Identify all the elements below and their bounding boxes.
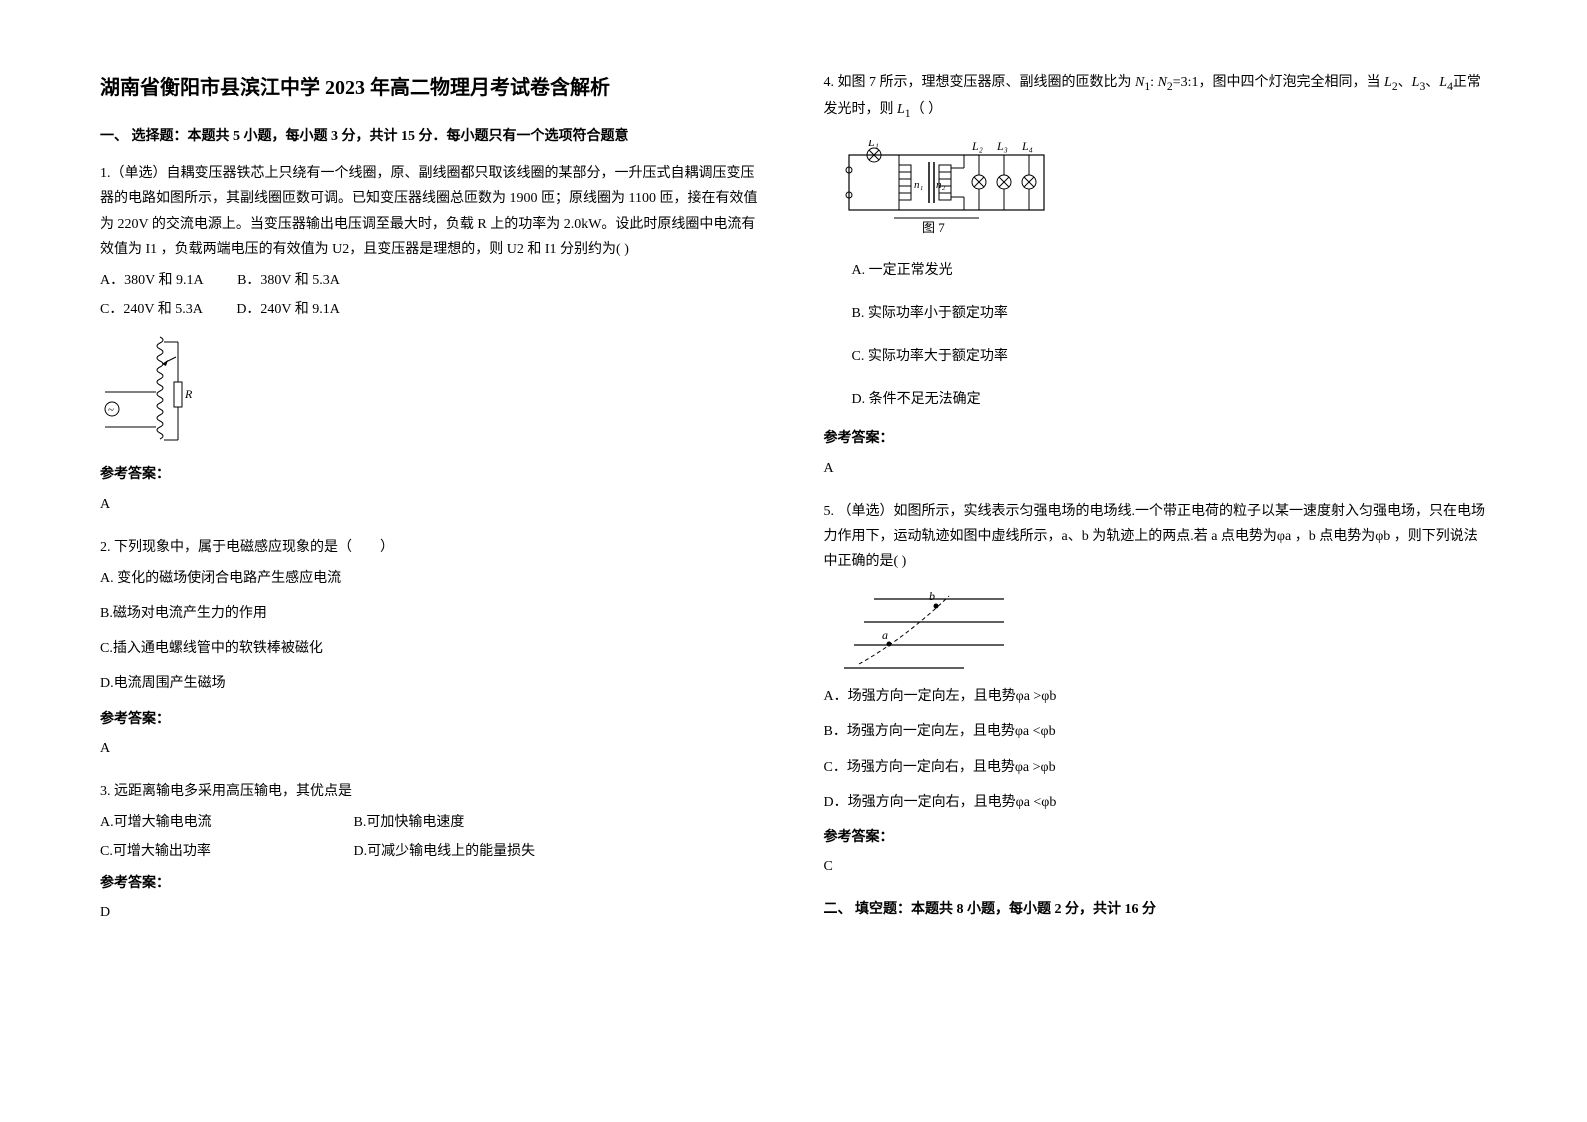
q1-optC: C．240V 和 5.3A bbox=[100, 297, 203, 322]
q4-N2: N bbox=[1158, 75, 1167, 90]
q2-optB: B.磁场对电流产生力的作用 bbox=[100, 601, 764, 626]
q2-optA: A. 变化的磁场使闭合电路产生感应电流 bbox=[100, 566, 764, 591]
fig-L3-label: L₃ bbox=[996, 140, 1008, 153]
resistor-label: R bbox=[184, 387, 193, 401]
left-column: 湖南省衡阳市县滨江中学 2023 年高二物理月考试卷含解析 一、 选择题：本题共… bbox=[100, 70, 764, 1052]
q3-optC: C.可增大输出功率 bbox=[100, 839, 320, 864]
question-4: 4. 如图 7 所示，理想变压器原、副线圈的匝数比为 N1: N2=3:1，图中… bbox=[824, 70, 1488, 491]
q4-L1: L bbox=[897, 102, 905, 117]
q4-text: 4. 如图 7 所示，理想变压器原、副线圈的匝数比为 N1: N2=3:1，图中… bbox=[824, 70, 1488, 124]
right-column: 4. 如图 7 所示，理想变压器原、副线圈的匝数比为 N1: N2=3:1，图中… bbox=[824, 70, 1488, 1052]
question-5: 5. （单选）如图所示，实线表示匀强电场的电场线.一个带正电荷的粒子以某一速度射… bbox=[824, 499, 1488, 890]
q4-optA: A. 一定正常发光 bbox=[824, 258, 1488, 283]
q1-optD: D．240V 和 9.1A bbox=[236, 297, 340, 322]
q3-optB: B.可加快输电速度 bbox=[354, 810, 465, 835]
q5-answer-label: 参考答案： bbox=[824, 825, 1488, 850]
q4-L2: L bbox=[1384, 75, 1392, 90]
q1-optA: A．380V 和 9.1A bbox=[100, 268, 204, 293]
q5-answer: C bbox=[824, 854, 1488, 879]
question-3: 3. 远距离输电多采用高压输电，其优点是 A.可增大输电电流 B.可加快输电速度… bbox=[100, 779, 764, 935]
fig-b-label: b bbox=[929, 589, 935, 603]
q4-L4: L bbox=[1439, 75, 1447, 90]
fig-L2-label: L₂ bbox=[971, 140, 983, 153]
ac-source-label: ~ bbox=[108, 404, 114, 416]
q1-text: 1.（单选）自耦变压器铁芯上只绕有一个线圈，原、副线圈都只取该线圈的某部分，一升… bbox=[100, 161, 764, 262]
q4-N1: N bbox=[1135, 75, 1144, 90]
fig-L4-label: L₄ bbox=[1021, 140, 1033, 153]
exam-title: 湖南省衡阳市县滨江中学 2023 年高二物理月考试卷含解析 bbox=[100, 70, 764, 106]
q4-answer-label: 参考答案： bbox=[824, 426, 1488, 451]
q2-answer-label: 参考答案： bbox=[100, 707, 764, 732]
q5-optD: D．场强方向一定向右，且电势φa <φb bbox=[824, 790, 1488, 815]
q4-optC: C. 实际功率大于额定功率 bbox=[824, 344, 1488, 369]
q3-row1: A.可增大输电电流 B.可加快输电速度 bbox=[100, 810, 764, 835]
q2-optC: C.插入通电螺线管中的软铁棒被磁化 bbox=[100, 636, 764, 661]
q1-options-row1: A．380V 和 9.1A B．380V 和 5.3A bbox=[100, 268, 764, 293]
question-2: 2. 下列现象中，属于电磁感应现象的是（ ） A. 变化的磁场使闭合电路产生感应… bbox=[100, 535, 764, 771]
autotransformer-icon: ~ R bbox=[100, 332, 200, 452]
q4-pre: 4. 如图 7 所示，理想变压器原、副线圈的匝数比为 bbox=[824, 75, 1136, 90]
q4-mid: =3:1，图中四个灯泡完全相同，当 bbox=[1173, 75, 1381, 90]
fig-a-label: a bbox=[882, 628, 888, 642]
fig-n2-label: n₂ bbox=[936, 179, 946, 191]
q4-sep2: 、 bbox=[1425, 75, 1439, 90]
q5-optC: C．场强方向一定向右，且电势φa >φb bbox=[824, 755, 1488, 780]
q3-text: 3. 远距离输电多采用高压输电，其优点是 bbox=[100, 779, 764, 804]
q4-colon: : bbox=[1150, 75, 1157, 90]
q1-optB: B．380V 和 5.3A bbox=[237, 268, 340, 293]
q1-figure: ~ R bbox=[100, 332, 764, 452]
q5-optB: B．场强方向一定向左，且电势φa <φb bbox=[824, 719, 1488, 744]
transformer-circuit-icon: L₁ n₁ n₂ bbox=[844, 140, 1054, 240]
q2-answer: A bbox=[100, 736, 764, 761]
field-lines-icon: a b bbox=[844, 584, 1014, 674]
q3-row2: C.可增大输出功率 D.可减少输电线上的能量损失 bbox=[100, 839, 764, 864]
q3-answer-label: 参考答案： bbox=[100, 871, 764, 896]
q4-sep1: 、 bbox=[1398, 75, 1412, 90]
q4-optD: D. 条件不足无法确定 bbox=[824, 387, 1488, 412]
question-1: 1.（单选）自耦变压器铁芯上只绕有一个线圈，原、副线圈都只取该线圈的某部分，一升… bbox=[100, 161, 764, 527]
section-1-header: 一、 选择题：本题共 5 小题，每小题 3 分，共计 15 分．每小题只有一个选… bbox=[100, 124, 764, 149]
q2-optD: D.电流周围产生磁场 bbox=[100, 671, 764, 696]
q5-optA: A．场强方向一定向左，且电势φa >φb bbox=[824, 684, 1488, 709]
q1-options-row2: C．240V 和 5.3A D．240V 和 9.1A bbox=[100, 297, 764, 322]
q3-answer: D bbox=[100, 900, 764, 925]
q3-optA: A.可增大输电电流 bbox=[100, 810, 320, 835]
q4-figure: L₁ n₁ n₂ bbox=[844, 140, 1488, 240]
q4-optB: B. 实际功率小于额定功率 bbox=[824, 301, 1488, 326]
fig7-label: 图 7 bbox=[922, 220, 945, 235]
q2-text: 2. 下列现象中，属于电磁感应现象的是（ ） bbox=[100, 535, 764, 560]
q3-optD: D.可减少输电线上的能量损失 bbox=[354, 839, 536, 864]
fig-n1-label: n₁ bbox=[914, 179, 924, 191]
section-2-header: 二、 填空题：本题共 8 小题，每小题 2 分，共计 16 分 bbox=[824, 897, 1488, 922]
q5-figure: a b bbox=[844, 584, 1488, 674]
q1-answer: A bbox=[100, 492, 764, 517]
q1-answer-label: 参考答案： bbox=[100, 462, 764, 487]
fig-L1-label: L₁ bbox=[867, 140, 879, 149]
q5-text: 5. （单选）如图所示，实线表示匀强电场的电场线.一个带正电荷的粒子以某一速度射… bbox=[824, 499, 1488, 575]
q4-end: （ ） bbox=[911, 102, 943, 117]
q4-answer: A bbox=[824, 456, 1488, 481]
